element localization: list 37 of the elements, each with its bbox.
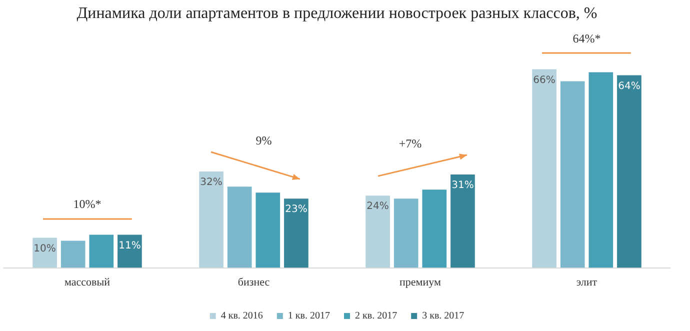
- bar: [560, 81, 585, 268]
- bar: [450, 174, 475, 268]
- bar: [89, 234, 114, 268]
- bar: [256, 192, 280, 268]
- x-tick-label: премиум: [400, 276, 442, 288]
- x-tick-label: элит: [576, 276, 598, 288]
- data-label: 23%: [285, 204, 308, 216]
- bar: [588, 72, 614, 268]
- bar: [284, 198, 308, 268]
- data-label: 31%: [452, 180, 474, 192]
- annotation: 10%*: [73, 196, 102, 211]
- bar: [227, 186, 252, 268]
- text: 64%*: [572, 31, 601, 46]
- data-label: 24%: [366, 201, 389, 212]
- bar: [60, 240, 86, 268]
- legend-label: 2 кв. 2017: [355, 310, 398, 322]
- x-tick-label: массовый: [64, 276, 110, 288]
- data-label: 10%: [34, 243, 56, 254]
- annotation: 9%: [256, 134, 272, 148]
- x-tick-label: бизнес: [238, 276, 270, 288]
- data-label: 11%: [118, 240, 141, 252]
- legend-label: 1 кв. 2017: [288, 310, 330, 322]
- data-label: 64%: [618, 80, 640, 92]
- bar: [118, 234, 142, 268]
- legend-label: 3 кв. 2017: [422, 310, 464, 322]
- bar: [366, 196, 390, 268]
- data-label: 66%: [533, 74, 556, 86]
- annotation: +7%: [398, 136, 422, 151]
- bar: [199, 172, 224, 268]
- bar: [422, 190, 447, 268]
- bar: [617, 75, 642, 268]
- chart-title: Динамика доли апартаментов в предложении новостроек разных классов, %: [76, 4, 598, 22]
- bar: [32, 238, 57, 268]
- data-label: 32%: [200, 177, 222, 188]
- bar: [394, 198, 418, 268]
- bar: [532, 69, 556, 268]
- legend-label: 4 кв. 2016: [220, 310, 263, 322]
